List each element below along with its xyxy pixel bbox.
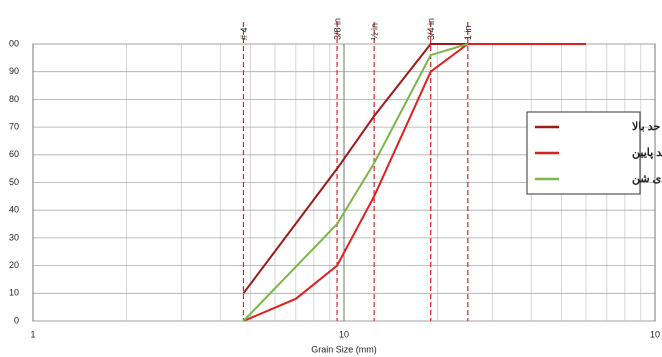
x-tick-label: 1 xyxy=(30,329,35,339)
reference-label: 3/8 in xyxy=(332,18,342,40)
y-tick-label: 40 xyxy=(9,205,19,215)
x-tick-label: 10 xyxy=(339,329,349,339)
y-tick-label: 70 xyxy=(9,121,19,131)
reference-label: 3/4 in xyxy=(426,18,436,40)
reference-label: ½ in xyxy=(370,23,380,40)
y-tick-label: 50 xyxy=(9,177,19,187)
legend-label: حد پایین xyxy=(632,147,662,159)
legend-label: حد بالا xyxy=(632,121,661,133)
x-axis-label: Grain Size (mm) xyxy=(311,344,377,354)
y-tick-label: 0 xyxy=(14,315,19,325)
x-tick-label: 10 xyxy=(650,329,660,339)
y-tick-label: 30 xyxy=(9,232,19,242)
y-tick-label: 10 xyxy=(9,288,19,298)
y-tick-label: 00 xyxy=(9,38,19,48)
y-tick-label: 90 xyxy=(9,66,19,76)
legend-label: دانه بندی شن xyxy=(632,173,662,185)
series-line xyxy=(242,43,469,322)
reference-label: # 4 xyxy=(239,27,249,40)
series-line xyxy=(242,43,468,294)
y-tick-label: 20 xyxy=(9,260,19,270)
y-tick-label: 60 xyxy=(9,149,19,159)
reference-label: 1 in xyxy=(463,25,473,40)
y-tick-label: 80 xyxy=(9,94,19,104)
